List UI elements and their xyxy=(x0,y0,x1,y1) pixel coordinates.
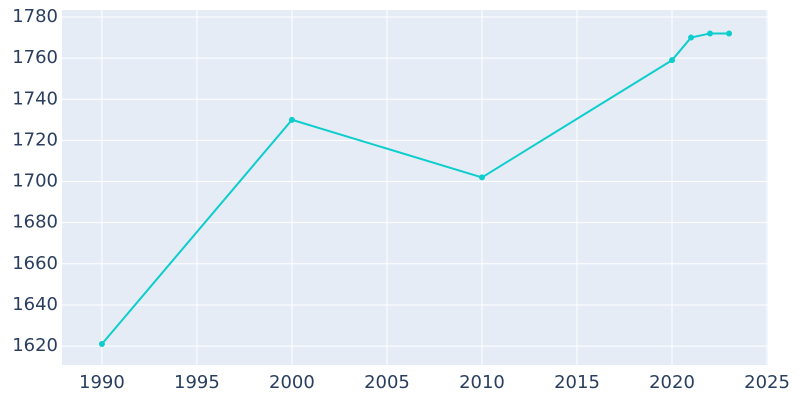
plot-area xyxy=(62,10,768,365)
y-tick-label: 1700 xyxy=(12,171,58,192)
y-tick-label: 1680 xyxy=(12,212,58,233)
point xyxy=(478,174,485,181)
point xyxy=(669,57,676,64)
x-tick-label: 2000 xyxy=(269,372,315,393)
y-tick-label: 1740 xyxy=(12,88,58,109)
y-tick-label: 1640 xyxy=(12,294,58,315)
point xyxy=(98,341,105,348)
y-tick-label: 1720 xyxy=(12,129,58,150)
x-tick-label: 1990 xyxy=(79,372,125,393)
x-tick-label: 2005 xyxy=(364,372,410,393)
x-tick-label: 2025 xyxy=(744,372,790,393)
point xyxy=(688,34,695,41)
x-tick-label: 2015 xyxy=(554,372,600,393)
x-tick-label: 1995 xyxy=(174,372,220,393)
point xyxy=(726,30,733,37)
y-tick-label: 1760 xyxy=(12,47,58,68)
y-tick-label: 1660 xyxy=(12,253,58,274)
point xyxy=(707,30,714,37)
point xyxy=(288,116,295,123)
y-tick-label: 1780 xyxy=(12,6,58,27)
x-tick-label: 2020 xyxy=(649,372,695,393)
y-tick-label: 1620 xyxy=(12,335,58,356)
x-tick-label: 2010 xyxy=(459,372,505,393)
